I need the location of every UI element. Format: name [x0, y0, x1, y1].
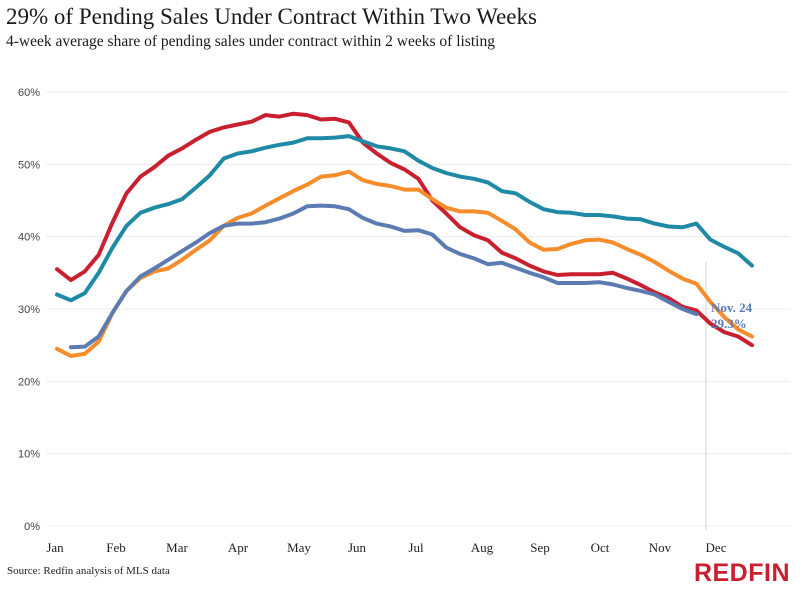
series-lines: [55, 111, 754, 358]
y-tick-label: 60%: [18, 87, 40, 99]
x-tick-label: Mar: [166, 540, 188, 555]
source-note: Source: Redfin analysis of MLS data: [7, 565, 170, 577]
x-tick-label: Apr: [228, 540, 249, 555]
x-tick-label: May: [287, 540, 311, 555]
chart-title: 29% of Pending Sales Under Contract With…: [6, 4, 537, 29]
y-tick-label: 20%: [18, 376, 40, 388]
y-tick-label: 40%: [18, 232, 40, 244]
x-tick-label: Jun: [348, 540, 367, 555]
gridlines: [46, 91, 790, 527]
x-axis-ticks: Jan Feb Mar Apr May Jun Jul Aug Sep Oct Nov Dec: [46, 540, 726, 555]
annotation-value: 29.3%: [711, 316, 747, 331]
x-tick-label: Nov: [649, 540, 672, 555]
y-axis-ticks: 0% 10% 20% 30% 40% 50% 60%: [18, 87, 40, 533]
annotation-date: Nov. 24: [711, 300, 753, 315]
chart-subtitle: 4-week average share of pending sales un…: [6, 33, 495, 50]
x-tick-label: Feb: [106, 540, 126, 555]
x-tick-label: Oct: [591, 540, 610, 555]
blue-series-line: [68, 203, 699, 350]
x-tick-label: Jan: [46, 540, 64, 555]
red-series-line: [55, 111, 754, 348]
y-tick-label: 50%: [18, 159, 40, 171]
y-tick-label: 30%: [18, 304, 40, 316]
x-tick-label: Jul: [408, 540, 424, 555]
orange-series-line: [55, 169, 754, 358]
x-tick-label: Aug: [471, 540, 494, 555]
y-tick-label: 10%: [18, 449, 40, 461]
y-tick-label: 0%: [24, 521, 40, 533]
x-tick-label: Sep: [530, 540, 550, 555]
teal-series-line: [55, 134, 754, 303]
annotation: Nov. 24 29.3%: [711, 300, 753, 331]
redfin-logo: REDFIN: [693, 559, 790, 587]
x-tick-label: Dec: [706, 540, 727, 555]
